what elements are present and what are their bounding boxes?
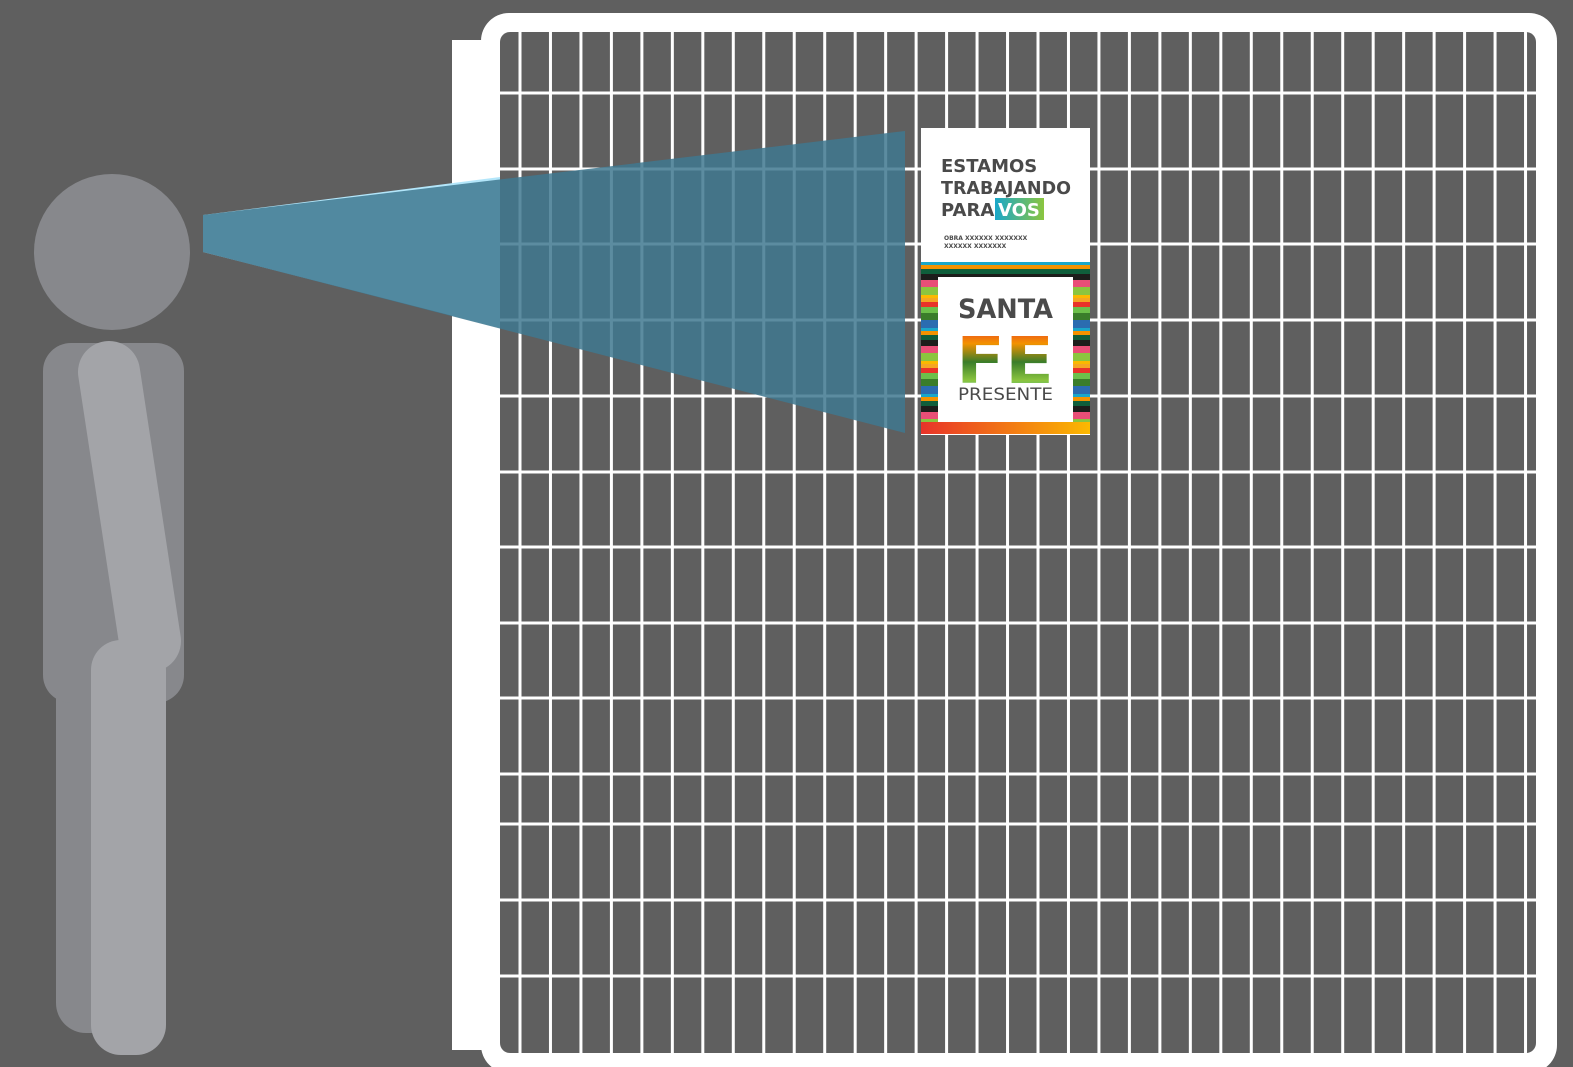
sign-stripe [921, 262, 1090, 265]
headline-line-3: PARA [941, 200, 994, 221]
logo-santa: SANTA [958, 294, 1053, 325]
headline-line-1: ESTAMOS [941, 156, 1037, 177]
headline-highlight: VOS [998, 200, 1040, 221]
detail-line-2: XXXXXX XXXXXXX [944, 243, 1007, 250]
person-head [34, 174, 190, 330]
logo-presente: PRESENTE [958, 385, 1053, 405]
construction-sign: ESTAMOS TRABAJANDO PARA VOS OBRA XXXXXX … [921, 128, 1090, 435]
headline-line-2: TRABAJANDO [941, 178, 1071, 199]
detail-line-1: OBRA XXXXXX XXXXXXX [944, 235, 1028, 242]
person-front-leg [91, 640, 166, 1055]
person-arm [109, 372, 150, 641]
sign-bottom-stripe [921, 422, 1090, 434]
sign-stripe [921, 269, 1090, 274]
sign-stripe [921, 265, 1090, 269]
